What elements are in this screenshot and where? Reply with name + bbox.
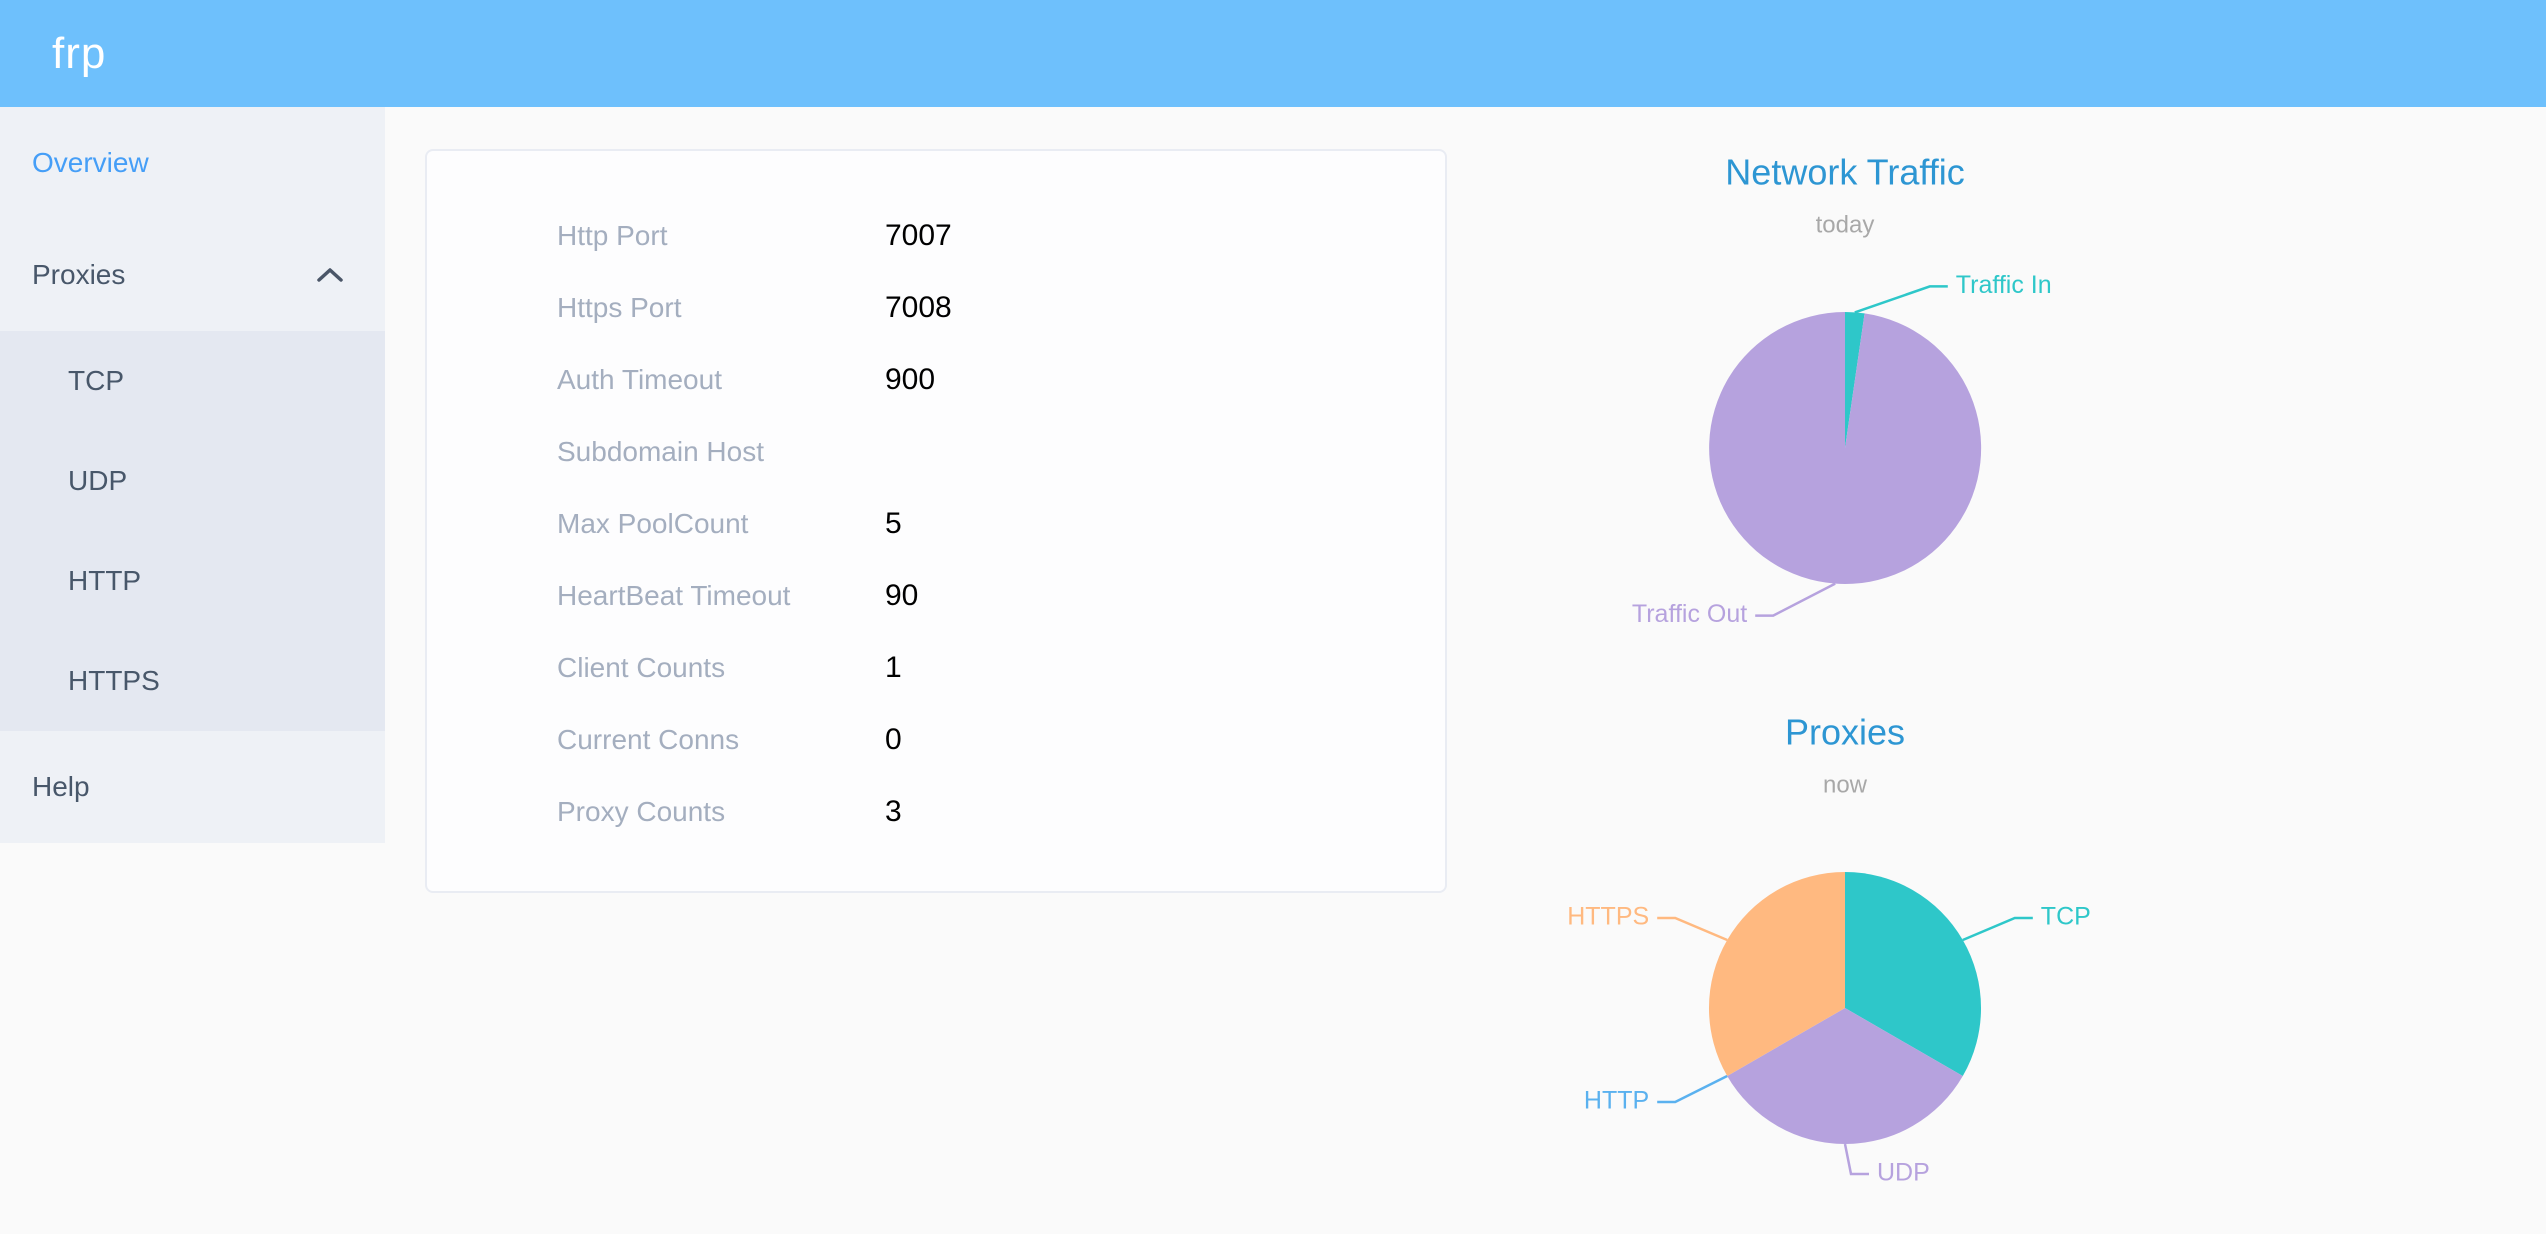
server-info-card: Http Port 7007 Https Port 7008 Auth Time… xyxy=(425,149,1447,893)
info-label: Https Port xyxy=(557,292,682,323)
pie-label-http: HTTP xyxy=(1584,1087,1649,1115)
sidebar-item-label: Overview xyxy=(32,147,149,178)
pie-label-https: HTTPS xyxy=(1567,903,1649,931)
pie-label-traffic-out: Traffic Out xyxy=(1632,600,1747,628)
sidebar-item-https[interactable]: HTTPS xyxy=(0,631,385,731)
app-logo: frp xyxy=(52,28,107,78)
sidebar-item-label: TCP xyxy=(68,365,124,396)
main-content: Http Port 7007 Https Port 7008 Auth Time… xyxy=(385,107,2546,1234)
info-row-subdomain-host: Subdomain Host xyxy=(427,416,1445,488)
info-label: Current Conns xyxy=(557,724,740,755)
sidebar-item-label: UDP xyxy=(68,465,128,496)
pie-label-traffic-in: Traffic In xyxy=(1956,271,2052,299)
sidebar-item-label: Help xyxy=(32,771,90,802)
pie-label-line-traffic-in xyxy=(1854,285,1948,314)
sidebar-submenu-proxies: TCP UDP HTTP HTTPS xyxy=(0,331,385,731)
sidebar-menu: Overview Proxies TCP UDP HTTP xyxy=(0,107,385,843)
info-value: 5 xyxy=(885,507,902,540)
info-value: 7008 xyxy=(885,291,952,324)
sidebar: Overview Proxies TCP UDP HTTP xyxy=(0,107,385,1234)
sidebar-item-udp[interactable]: UDP xyxy=(0,431,385,531)
info-value: 0 xyxy=(885,723,902,756)
info-label: Auth Timeout xyxy=(557,364,722,395)
info-row-auth-timeout: Auth Timeout 900 xyxy=(427,344,1445,416)
info-label: Max PoolCount xyxy=(557,508,749,539)
pie-label-tcp: TCP xyxy=(2041,903,2091,931)
network-traffic-pie-chart: Network Traffic today Traffic In Traffic Ou… xyxy=(1632,152,2052,629)
pie-slice-traffic-in xyxy=(1845,311,1865,448)
pie-label-line-udp xyxy=(1843,1143,1869,1176)
info-row-http-port: Http Port 7007 xyxy=(427,200,1445,272)
info-value: 7007 xyxy=(885,219,952,252)
sidebar-item-label: HTTPS xyxy=(68,665,160,696)
info-row-https-port: Https Port 7008 xyxy=(427,272,1445,344)
info-label: Subdomain Host xyxy=(557,436,765,467)
pie-label-line-traffic-out xyxy=(1755,582,1836,617)
pie-slice-tcp xyxy=(1845,872,1982,1076)
info-label: Proxy Counts xyxy=(557,796,726,827)
info-value: 1 xyxy=(885,651,902,684)
pie-slice-https xyxy=(1708,872,1845,1076)
sidebar-item-http[interactable]: HTTP xyxy=(0,531,385,631)
proxies-pie-chart: Proxies now TCP UDP HTTP HTTPS xyxy=(1567,712,2091,1187)
info-label: Client Counts xyxy=(557,652,726,683)
pie-label-udp: UDP xyxy=(1877,1159,1930,1187)
info-row-current-conns: Current Conns 0 xyxy=(427,704,1445,776)
info-row-heartbeat-timeout: HeartBeat Timeout 90 xyxy=(427,560,1445,632)
info-label: Http Port xyxy=(557,220,668,251)
pie-label-line-http xyxy=(1657,1074,1728,1104)
sidebar-item-proxies[interactable]: Proxies xyxy=(0,219,385,331)
info-row-max-poolcount: Max PoolCount 5 xyxy=(427,488,1445,560)
info-row-client-counts: Client Counts 1 xyxy=(427,632,1445,704)
sidebar-item-label: HTTP xyxy=(68,565,142,596)
pie-label-line-https xyxy=(1657,916,1728,942)
info-value: 90 xyxy=(885,579,919,612)
chart-subtitle: today xyxy=(1816,211,1875,238)
pie-label-line-tcp xyxy=(1962,916,2033,942)
pie-slice-udp xyxy=(1727,1008,1963,1145)
sidebar-item-tcp[interactable]: TCP xyxy=(0,331,385,431)
info-row-proxy-counts: Proxy Counts 3 xyxy=(427,776,1445,848)
sidebar-item-help[interactable]: Help xyxy=(0,731,385,843)
chevron-up-icon xyxy=(317,268,343,282)
info-value: 900 xyxy=(885,363,936,396)
sidebar-item-label: Proxies xyxy=(32,259,126,290)
sidebar-item-overview[interactable]: Overview xyxy=(0,107,385,219)
chart-title: Network Traffic xyxy=(1725,152,1964,193)
pie-slice-traffic-out xyxy=(1709,312,1982,584)
app-header: frp xyxy=(0,0,2546,107)
info-value: 3 xyxy=(885,795,902,828)
chart-title: Proxies xyxy=(1785,712,1905,753)
chart-subtitle: now xyxy=(1823,771,1868,798)
info-label: HeartBeat Timeout xyxy=(557,580,791,611)
